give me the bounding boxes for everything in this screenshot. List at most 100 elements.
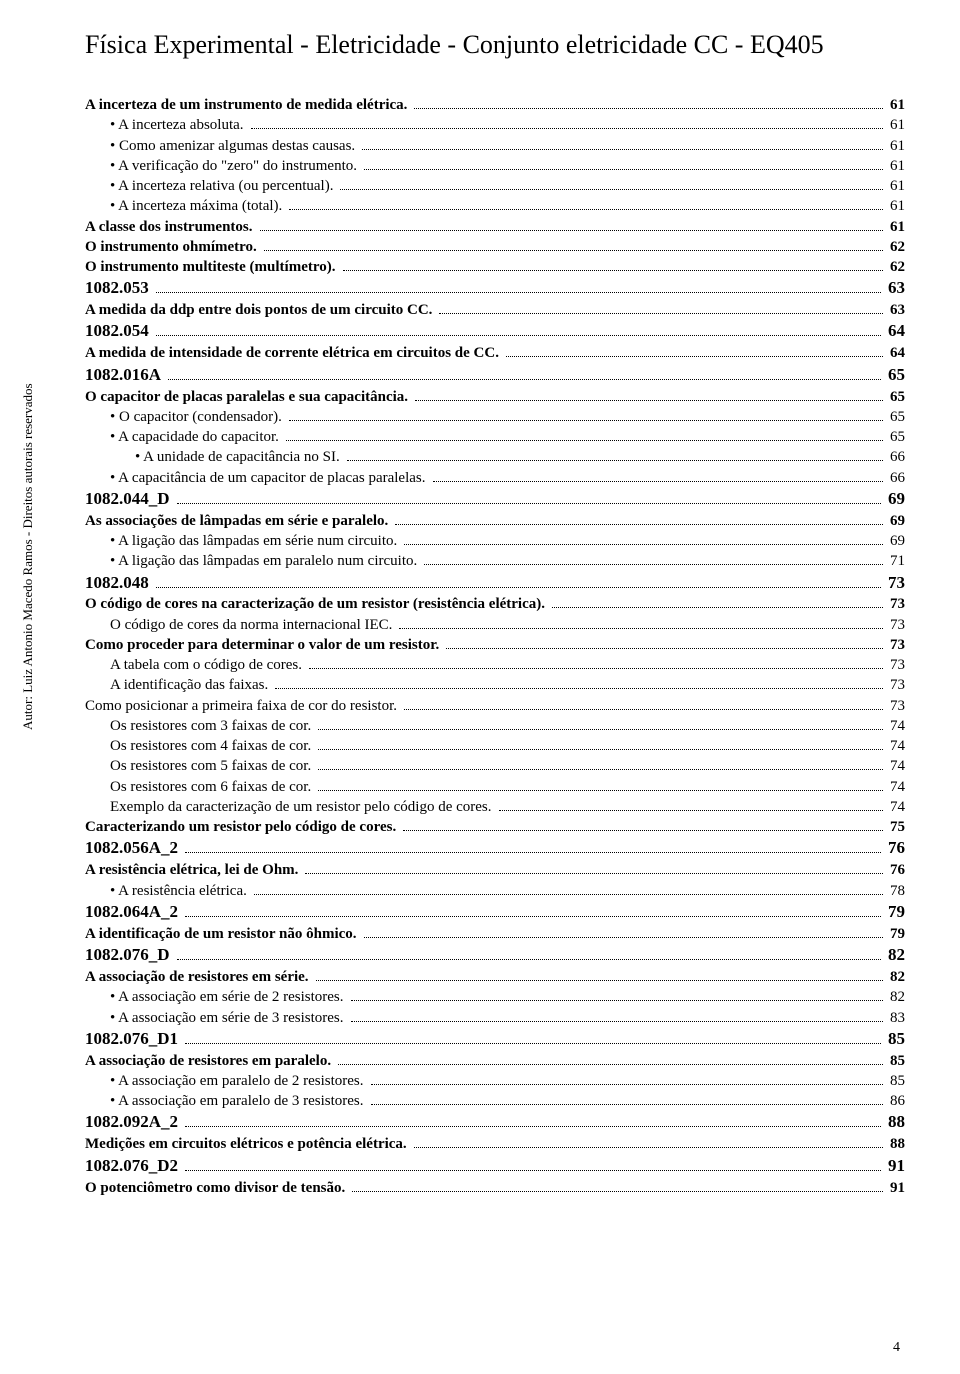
toc-entry-page: 74 <box>886 716 905 736</box>
toc-entry-title: • A ligação das lâmpadas em paralelo num… <box>110 551 421 571</box>
toc-entry-page: 82 <box>884 944 905 967</box>
toc-row: 1082.048 73 <box>85 572 905 595</box>
toc-leader-dots <box>318 790 883 791</box>
toc-leader-dots <box>338 1064 883 1065</box>
toc-entry-title: • Como amenizar algumas destas causas. <box>110 136 359 156</box>
toc-row: • A incerteza absoluta.61 <box>85 115 905 135</box>
toc-row: • A associação em paralelo de 3 resistor… <box>85 1091 905 1111</box>
toc-row: • A unidade de capacitância no SI.66 <box>85 447 905 467</box>
toc-leader-dots <box>185 916 881 917</box>
toc-entry-page: 63 <box>886 300 905 320</box>
toc-entry-title: 1082.076_D2 <box>85 1155 182 1178</box>
toc-row: O instrumento multiteste (multímetro).62 <box>85 257 905 277</box>
toc-entry-title: • A associação em paralelo de 3 resistor… <box>110 1091 368 1111</box>
toc-row: O instrumento ohmímetro.62 <box>85 237 905 257</box>
toc-row: 1082.076_D2 91 <box>85 1155 905 1178</box>
toc-leader-dots <box>185 852 881 853</box>
toc-leader-dots <box>318 729 883 730</box>
toc-row: O código de cores na caracterização de u… <box>85 594 905 614</box>
toc-entry-page: 61 <box>886 115 905 135</box>
toc-entry-page: 86 <box>886 1091 905 1111</box>
toc-leader-dots <box>403 830 883 831</box>
toc-entry-page: 61 <box>886 176 905 196</box>
toc-entry-page: 73 <box>884 572 905 595</box>
toc-row: A associação de resistores em paralelo.8… <box>85 1051 905 1071</box>
toc-leader-dots <box>177 959 881 960</box>
toc-leader-dots <box>404 544 883 545</box>
toc-row: A resistência elétrica, lei de Ohm.76 <box>85 860 905 880</box>
toc-entry-title: Os resistores com 5 faixas de cor. <box>110 756 315 776</box>
toc-entry-title: A tabela com o código de cores. <box>110 655 306 675</box>
toc-leader-dots <box>404 709 883 710</box>
toc-row: • Como amenizar algumas destas causas. 61 <box>85 136 905 156</box>
toc-row: Medições em circuitos elétricos e potênc… <box>85 1134 905 1154</box>
toc-entry-title: • A ligação das lâmpadas em série num ci… <box>110 531 401 551</box>
toc-entry-title: • A incerteza relativa (ou percentual). <box>110 176 337 196</box>
toc-entry-page: 65 <box>886 427 905 447</box>
toc-entry-page: 61 <box>886 136 905 156</box>
toc-entry-page: 74 <box>886 756 905 776</box>
toc-entry-page: 66 <box>886 468 905 488</box>
toc-entry-page: 79 <box>886 924 905 944</box>
toc-entry-page: 73 <box>886 675 905 695</box>
toc-entry-title: A classe dos instrumentos. <box>85 217 257 237</box>
toc-row: A identificação das faixas. 73 <box>85 675 905 695</box>
table-of-contents: A incerteza de um instrumento de medida … <box>85 95 905 1198</box>
toc-leader-dots <box>343 270 883 271</box>
toc-entry-page: 65 <box>886 407 905 427</box>
toc-entry-title: A medida da ddp entre dois pontos de um … <box>85 300 436 320</box>
toc-entry-title: • A associação em paralelo de 2 resistor… <box>110 1071 368 1091</box>
toc-entry-page: 61 <box>886 196 905 216</box>
toc-entry-title: Como posicionar a primeira faixa de cor … <box>85 696 401 716</box>
toc-leader-dots <box>289 209 883 210</box>
toc-leader-dots <box>260 230 883 231</box>
toc-entry-page: 74 <box>886 736 905 756</box>
toc-entry-title: Exemplo da caracterização de um resistor… <box>110 797 496 817</box>
toc-entry-page: 88 <box>884 1111 905 1134</box>
toc-entry-title: 1082.016A <box>85 364 165 387</box>
toc-entry-page: 61 <box>886 156 905 176</box>
toc-leader-dots <box>351 1000 883 1001</box>
toc-entry-title: • A unidade de capacitância no SI. <box>135 447 344 467</box>
toc-row: • A associação em série de 3 resistores.… <box>85 1008 905 1028</box>
toc-row: • A ligação das lâmpadas em série num ci… <box>85 531 905 551</box>
toc-entry-title: 1082.092A_2 <box>85 1111 182 1134</box>
toc-leader-dots <box>552 607 883 608</box>
toc-leader-dots <box>446 648 883 649</box>
toc-leader-dots <box>340 189 883 190</box>
toc-entry-title: 1082.054 <box>85 320 153 343</box>
toc-leader-dots <box>309 668 883 669</box>
toc-leader-dots <box>168 379 881 380</box>
toc-row: A medida de intensidade de corrente elét… <box>85 343 905 363</box>
toc-entry-page: 69 <box>884 488 905 511</box>
toc-leader-dots <box>399 628 883 629</box>
toc-row: A incerteza de um instrumento de medida … <box>85 95 905 115</box>
toc-entry-page: 82 <box>886 967 905 987</box>
toc-entry-page: 71 <box>886 551 905 571</box>
toc-leader-dots <box>156 292 881 293</box>
toc-row: As associações de lâmpadas em série e pa… <box>85 511 905 531</box>
toc-entry-title: 1082.048 <box>85 572 153 595</box>
toc-entry-page: 64 <box>886 343 905 363</box>
toc-row: A medida da ddp entre dois pontos de um … <box>85 300 905 320</box>
toc-entry-title: • A associação em série de 2 resistores. <box>110 987 348 1007</box>
toc-entry-title: O capacitor de placas paralelas e sua ca… <box>85 387 412 407</box>
toc-row: Exemplo da caracterização de um resistor… <box>85 797 905 817</box>
toc-entry-page: 61 <box>886 217 905 237</box>
toc-entry-title: Os resistores com 3 faixas de cor. <box>110 716 315 736</box>
toc-row: 1082.056A_276 <box>85 837 905 860</box>
toc-row: A classe dos instrumentos. 61 <box>85 217 905 237</box>
toc-entry-page: 61 <box>886 95 905 115</box>
toc-leader-dots <box>351 1021 883 1022</box>
toc-row: Os resistores com 4 faixas de cor.74 <box>85 736 905 756</box>
toc-entry-page: 91 <box>884 1155 905 1178</box>
toc-entry-title: A medida de intensidade de corrente elét… <box>85 343 503 363</box>
toc-entry-title: O código de cores da norma internacional… <box>110 615 396 635</box>
toc-row: • A verificação do "zero" do instrumento… <box>85 156 905 176</box>
toc-leader-dots <box>347 460 883 461</box>
toc-entry-title: A incerteza de um instrumento de medida … <box>85 95 411 115</box>
toc-row: • A associação em série de 2 resistores.… <box>85 987 905 1007</box>
toc-row: 1082.05363 <box>85 277 905 300</box>
toc-row: Caracterizando um resistor pelo código d… <box>85 817 905 837</box>
toc-entry-title: A identificação das faixas. <box>110 675 272 695</box>
